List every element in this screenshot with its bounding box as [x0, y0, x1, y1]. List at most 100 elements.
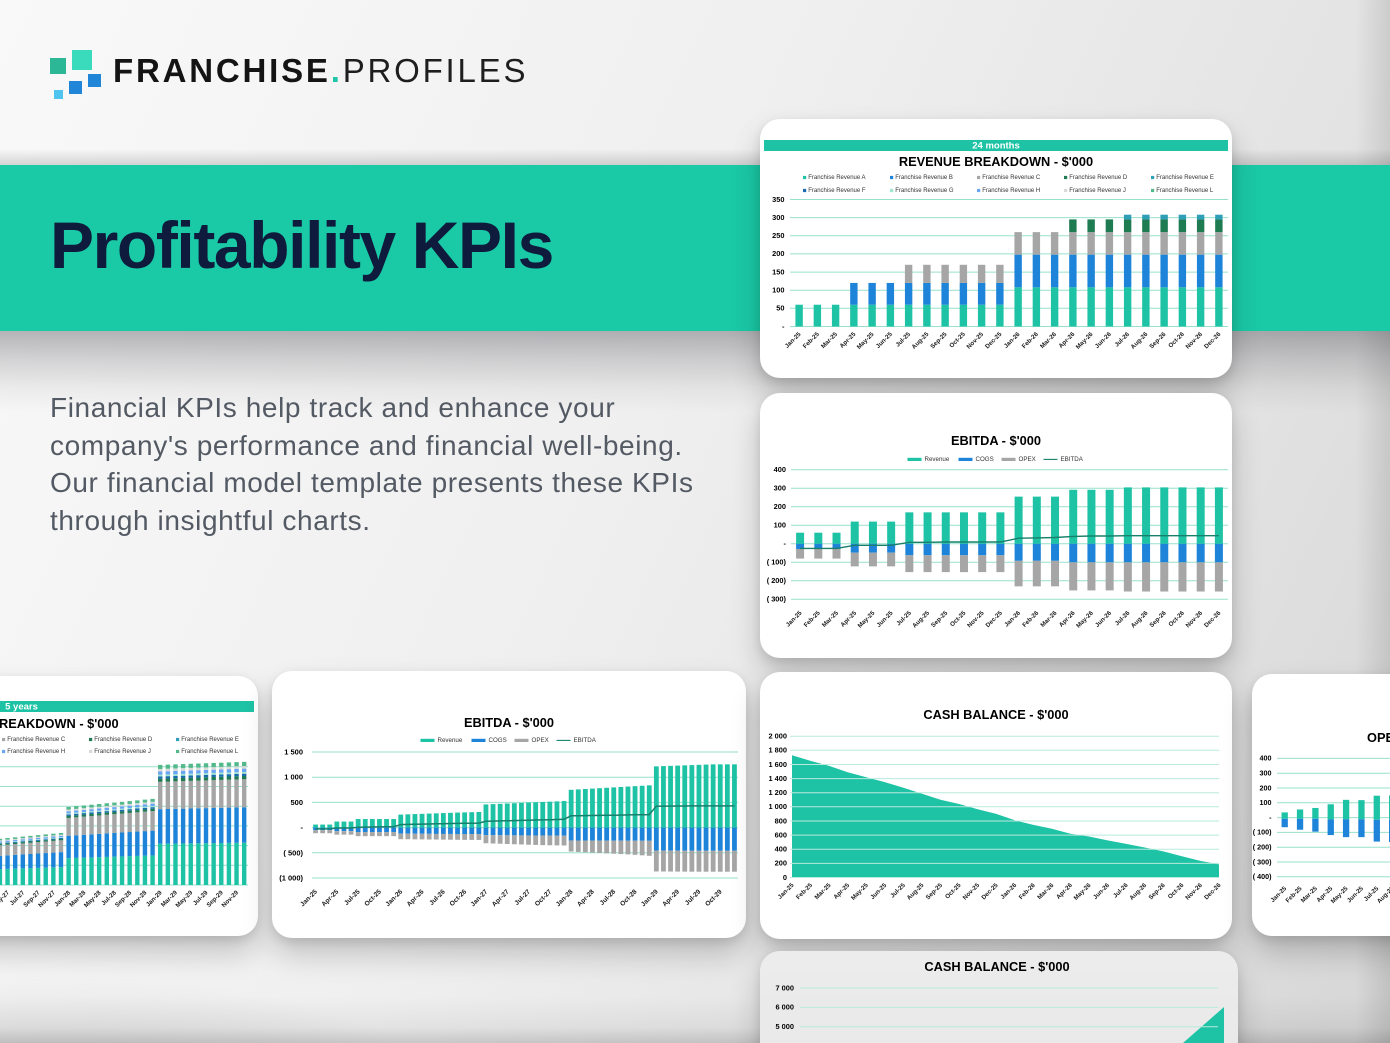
svg-text:2 000: 2 000	[769, 732, 788, 741]
svg-text:Jul-26: Jul-26	[428, 888, 447, 907]
svg-text:Feb-26: Feb-26	[1018, 882, 1037, 901]
svg-text:OPEX: OPEX	[532, 737, 549, 744]
svg-text:0: 0	[783, 873, 787, 882]
svg-text:1 000: 1 000	[284, 773, 303, 782]
svg-text:5 years: 5 years	[5, 702, 38, 713]
svg-text:Franchise Revenue L: Franchise Revenue L	[1156, 188, 1214, 194]
svg-text:CASH BALANCE - $'000: CASH BALANCE - $'000	[923, 707, 1068, 722]
svg-text:Mar-26: Mar-26	[1039, 609, 1058, 628]
svg-text:( 400): ( 400)	[1253, 872, 1272, 881]
svg-text:Mar-25: Mar-25	[813, 882, 832, 901]
svg-text:100: 100	[772, 286, 784, 295]
svg-text:Nov-25: Nov-25	[962, 882, 982, 902]
svg-text:May-29: May-29	[174, 889, 194, 909]
svg-text:Jun-26: Jun-26	[1094, 609, 1113, 628]
svg-text:Nov-25: Nov-25	[966, 609, 986, 629]
svg-text:Oct-28: Oct-28	[619, 888, 639, 908]
svg-text:May-28: May-28	[83, 889, 103, 909]
svg-text:Jan-25: Jan-25	[785, 609, 804, 628]
svg-text:EBITDA - $'000: EBITDA - $'000	[951, 433, 1041, 448]
svg-text:500: 500	[290, 798, 303, 807]
svg-text:May-25: May-25	[1330, 885, 1350, 905]
svg-text:Mar-25: Mar-25	[1300, 885, 1319, 904]
svg-text:200: 200	[775, 859, 787, 868]
svg-text:400: 400	[775, 845, 787, 854]
svg-text:Jan-27: Jan-27	[470, 888, 490, 908]
svg-text:1 000: 1 000	[769, 802, 788, 811]
svg-text:1 600: 1 600	[769, 760, 788, 769]
svg-text:Franchise Revenue F: Franchise Revenue F	[808, 188, 866, 194]
svg-text:Jun-25: Jun-25	[869, 882, 888, 901]
svg-text:Franchise Revenue A: Franchise Revenue A	[808, 175, 865, 181]
svg-text:Oct-25: Oct-25	[948, 331, 967, 350]
svg-text:24 months: 24 months	[972, 141, 1020, 152]
svg-text:Sep-26: Sep-26	[1148, 609, 1168, 629]
svg-text:Franchise Revenue G: Franchise Revenue G	[895, 188, 954, 194]
svg-text:150: 150	[772, 267, 784, 276]
svg-text:Feb-26: Feb-26	[1021, 331, 1040, 350]
svg-text:Apr-26: Apr-26	[406, 888, 426, 908]
svg-text:Nov-27: Nov-27	[37, 889, 57, 909]
svg-text:Apr-25: Apr-25	[838, 331, 857, 350]
svg-text:Jun-25: Jun-25	[875, 609, 894, 628]
svg-text:4 000: 4 000	[776, 1042, 795, 1043]
svg-text:Nov-28: Nov-28	[129, 889, 149, 909]
svg-text:400: 400	[774, 465, 786, 474]
svg-text:Jan-28: Jan-28	[555, 888, 575, 908]
svg-text:( 300): ( 300)	[767, 595, 787, 604]
svg-text:Oct-27: Oct-27	[534, 888, 554, 908]
svg-text:-: -	[1269, 813, 1272, 822]
svg-text:Dec-26: Dec-26	[1203, 331, 1223, 351]
svg-text:Franchise Revenue D: Franchise Revenue D	[94, 737, 153, 743]
svg-text:Jun-26: Jun-26	[1094, 331, 1113, 350]
svg-text:( 200): ( 200)	[1253, 843, 1272, 852]
svg-text:( 200): ( 200)	[767, 576, 787, 585]
svg-text:Franchise Revenue E: Franchise Revenue E	[1156, 175, 1214, 181]
svg-text:Jan-25: Jan-25	[777, 882, 796, 901]
svg-text:May-26: May-26	[1073, 882, 1093, 902]
svg-text:COGS: COGS	[976, 456, 994, 463]
svg-text:Jan-25: Jan-25	[784, 331, 803, 350]
svg-text:Franchise Revenue E: Franchise Revenue E	[181, 737, 239, 743]
svg-text:Franchise Revenue B: Franchise Revenue B	[895, 175, 953, 181]
svg-text:800: 800	[775, 816, 787, 825]
svg-text:Jul-25: Jul-25	[343, 888, 362, 907]
svg-text:COGS: COGS	[489, 737, 507, 744]
svg-text:Oct-26: Oct-26	[449, 888, 469, 908]
svg-text:Revenue: Revenue	[438, 737, 463, 744]
svg-text:100: 100	[774, 521, 786, 530]
svg-text:Feb-26: Feb-26	[1021, 609, 1040, 628]
svg-text:Jun-25: Jun-25	[875, 331, 894, 350]
svg-text:Aug-25: Aug-25	[906, 882, 926, 902]
svg-text:Sep-26: Sep-26	[1148, 331, 1168, 351]
svg-text:Jan-26: Jan-26	[999, 882, 1018, 901]
svg-text:( 500): ( 500)	[283, 848, 303, 857]
svg-text:May-26: May-26	[1075, 331, 1095, 351]
svg-text:1 200: 1 200	[769, 788, 788, 797]
svg-text:Apr-26: Apr-26	[1055, 882, 1074, 901]
svg-text:Dec-26: Dec-26	[1203, 609, 1223, 629]
svg-text:EBITDA - $'000: EBITDA - $'000	[464, 715, 554, 730]
svg-text:Mar-26: Mar-26	[1039, 331, 1058, 350]
svg-text:Nov-25: Nov-25	[965, 331, 985, 351]
svg-text:Dec-25: Dec-25	[980, 882, 1000, 902]
svg-text:250: 250	[772, 231, 784, 240]
svg-text:Dec-26: Dec-26	[1203, 882, 1223, 902]
svg-text:200: 200	[1260, 783, 1272, 792]
svg-text:Oct-26: Oct-26	[1167, 331, 1186, 350]
svg-text:Jan-26: Jan-26	[1003, 331, 1022, 350]
svg-text:400: 400	[1260, 754, 1272, 763]
svg-text:Jun-26: Jun-26	[1092, 882, 1111, 901]
svg-text:1 800: 1 800	[769, 746, 788, 755]
svg-text:6 000: 6 000	[776, 1003, 795, 1012]
svg-text:Franchise Revenue J: Franchise Revenue J	[1069, 188, 1126, 194]
svg-text:( 100): ( 100)	[767, 558, 787, 567]
svg-text:Jan-26: Jan-26	[384, 888, 404, 908]
svg-text:OPEX BREAKDOWN - $'000: OPEX BREAKDOWN - $'000	[1367, 730, 1390, 745]
svg-text:1 500: 1 500	[284, 748, 303, 757]
svg-text:Mar-26: Mar-26	[1036, 882, 1055, 901]
svg-text:Sep-25: Sep-25	[925, 882, 945, 902]
svg-text:Apr-26: Apr-26	[1057, 331, 1076, 350]
svg-text:-: -	[782, 322, 785, 331]
svg-text:5 000: 5 000	[776, 1022, 795, 1031]
